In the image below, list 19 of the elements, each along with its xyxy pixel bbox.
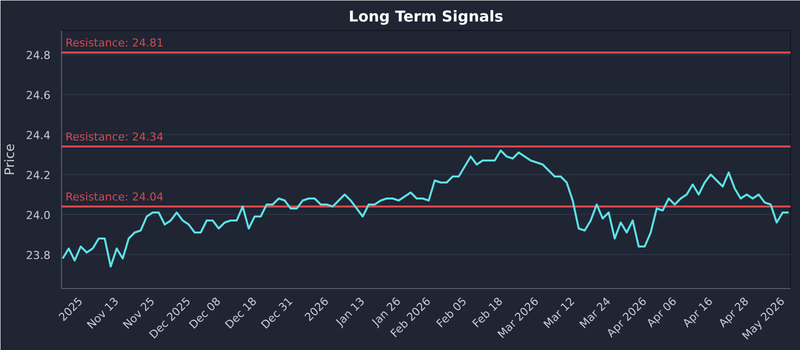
x-tick-label: Dec 31 bbox=[258, 294, 296, 332]
x-tick-label: Mar 12 bbox=[541, 294, 578, 332]
x-tick-label: Dec 18 bbox=[222, 294, 260, 332]
x-tick-label: Apr 16 bbox=[680, 294, 716, 330]
ref-line-label: Resistance: 24.04 bbox=[66, 190, 164, 204]
ref-line-label: Resistance: 24.34 bbox=[66, 130, 164, 144]
y-tick-label: 24.6 bbox=[26, 89, 51, 102]
x-tick-label: Feb 05 bbox=[434, 294, 470, 330]
line-series bbox=[62, 150, 790, 268]
y-tick-label: 24.0 bbox=[26, 209, 51, 222]
y-tick-label: 24.8 bbox=[26, 49, 51, 62]
y-tick-label: 24.2 bbox=[26, 169, 51, 182]
y-tick-label: 23.8 bbox=[26, 249, 51, 262]
x-tick-label: Jan 13 bbox=[333, 294, 368, 330]
x-tick-label: Nov 13 bbox=[84, 294, 122, 332]
ref-line-label: Resistance: 24.81 bbox=[66, 36, 164, 50]
y-tick-label: 24.4 bbox=[26, 129, 51, 142]
y-axis-title: Price bbox=[3, 144, 18, 176]
chart-title: Long Term Signals bbox=[348, 8, 504, 26]
